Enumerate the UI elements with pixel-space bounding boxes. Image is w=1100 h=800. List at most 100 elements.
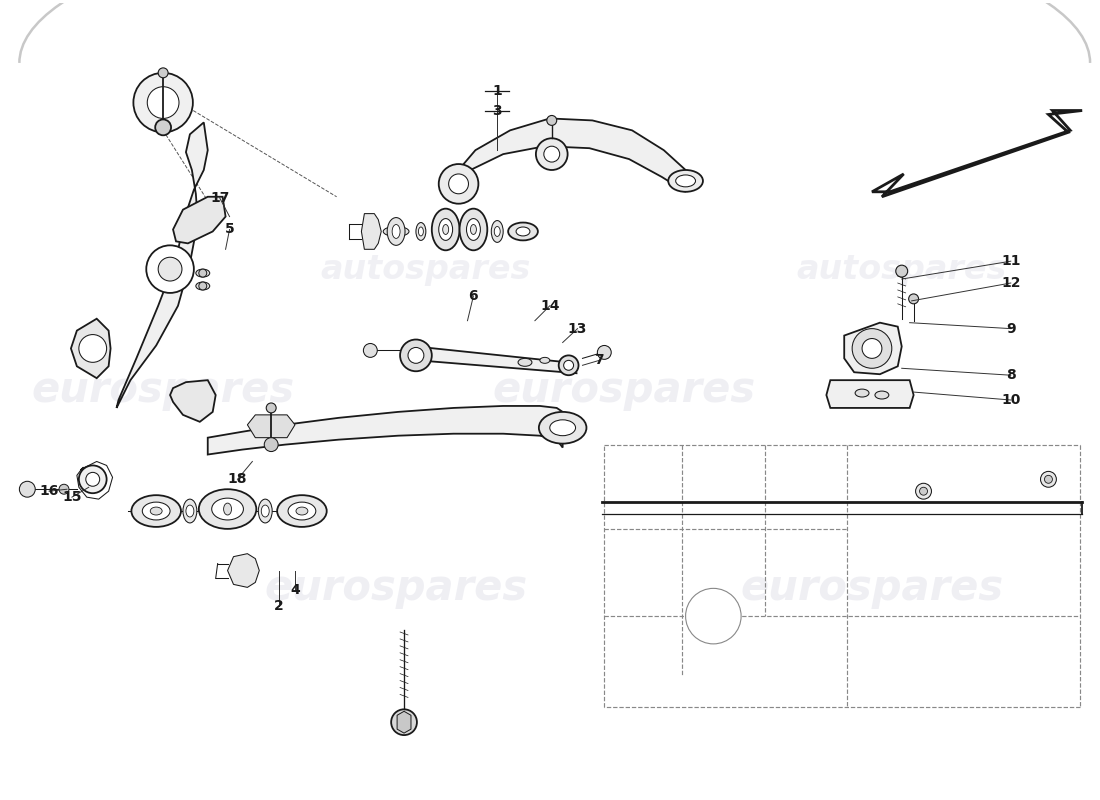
Circle shape (133, 73, 192, 132)
Text: 11: 11 (1001, 254, 1021, 268)
Circle shape (158, 68, 168, 78)
Polygon shape (117, 122, 208, 408)
Ellipse shape (668, 170, 703, 192)
Polygon shape (228, 554, 260, 587)
Ellipse shape (277, 495, 327, 527)
Ellipse shape (539, 412, 586, 444)
Circle shape (909, 294, 918, 304)
Polygon shape (173, 197, 225, 243)
Text: 3: 3 (493, 103, 502, 118)
Ellipse shape (855, 389, 869, 397)
Text: 17: 17 (210, 190, 229, 205)
Text: 14: 14 (540, 299, 560, 313)
Circle shape (563, 360, 573, 370)
Polygon shape (170, 380, 216, 422)
Text: eurospares: eurospares (493, 369, 756, 411)
Ellipse shape (262, 505, 270, 517)
Circle shape (400, 339, 432, 371)
Polygon shape (406, 346, 576, 374)
Circle shape (597, 346, 612, 359)
Ellipse shape (439, 218, 452, 240)
Polygon shape (144, 86, 182, 102)
Circle shape (862, 338, 882, 358)
Text: eurospares: eurospares (740, 567, 1003, 610)
Text: 2: 2 (274, 599, 284, 614)
Ellipse shape (223, 503, 231, 515)
Circle shape (852, 329, 892, 368)
Ellipse shape (142, 502, 170, 520)
Text: 4: 4 (290, 583, 300, 598)
Circle shape (155, 119, 172, 135)
Text: 6: 6 (469, 289, 478, 303)
Circle shape (408, 347, 424, 363)
Ellipse shape (416, 222, 426, 240)
Text: 8: 8 (1005, 368, 1015, 382)
Ellipse shape (466, 218, 481, 240)
Ellipse shape (508, 222, 538, 240)
Text: 18: 18 (228, 472, 248, 486)
Ellipse shape (392, 225, 400, 238)
Ellipse shape (258, 499, 272, 523)
Ellipse shape (492, 221, 503, 242)
Circle shape (79, 466, 107, 493)
Ellipse shape (131, 495, 182, 527)
Text: autospares: autospares (796, 253, 1006, 286)
Ellipse shape (196, 282, 210, 290)
Polygon shape (362, 214, 382, 250)
Polygon shape (248, 415, 295, 438)
Text: 7: 7 (594, 354, 604, 367)
Ellipse shape (874, 391, 889, 399)
Circle shape (147, 86, 179, 118)
Circle shape (1041, 471, 1056, 487)
Ellipse shape (383, 226, 409, 237)
Circle shape (543, 146, 560, 162)
Ellipse shape (471, 225, 476, 234)
Circle shape (86, 472, 100, 486)
Ellipse shape (296, 507, 308, 515)
Circle shape (392, 710, 417, 735)
Text: 10: 10 (1001, 393, 1021, 407)
Text: 5: 5 (224, 222, 234, 237)
Ellipse shape (540, 358, 550, 363)
Ellipse shape (675, 175, 695, 187)
Polygon shape (844, 322, 902, 374)
Text: 12: 12 (1001, 276, 1021, 290)
Ellipse shape (442, 225, 449, 234)
Circle shape (685, 588, 741, 644)
Ellipse shape (550, 420, 575, 436)
Circle shape (559, 355, 579, 375)
Polygon shape (397, 711, 411, 733)
Ellipse shape (516, 227, 530, 236)
Text: 9: 9 (1006, 322, 1015, 336)
Ellipse shape (151, 507, 162, 515)
Circle shape (536, 138, 568, 170)
Text: 13: 13 (568, 322, 587, 336)
Circle shape (146, 246, 194, 293)
Ellipse shape (494, 226, 501, 237)
Polygon shape (872, 110, 1082, 197)
Circle shape (895, 265, 908, 277)
Text: autospares: autospares (321, 253, 531, 286)
Text: 1: 1 (493, 84, 502, 98)
Ellipse shape (186, 505, 194, 517)
Ellipse shape (387, 218, 405, 246)
Ellipse shape (518, 358, 532, 366)
Polygon shape (70, 318, 111, 378)
Polygon shape (826, 380, 914, 408)
Circle shape (199, 269, 207, 277)
Ellipse shape (460, 209, 487, 250)
Circle shape (439, 164, 478, 204)
Circle shape (264, 438, 278, 451)
Ellipse shape (418, 227, 424, 236)
Text: 15: 15 (63, 490, 81, 504)
Polygon shape (452, 118, 685, 192)
Ellipse shape (432, 209, 460, 250)
Circle shape (915, 483, 932, 499)
Circle shape (199, 282, 207, 290)
Text: eurospares: eurospares (264, 567, 528, 610)
Circle shape (266, 403, 276, 413)
Circle shape (1045, 475, 1053, 483)
Circle shape (449, 174, 469, 194)
Circle shape (547, 115, 557, 126)
Text: eurospares: eurospares (32, 369, 295, 411)
